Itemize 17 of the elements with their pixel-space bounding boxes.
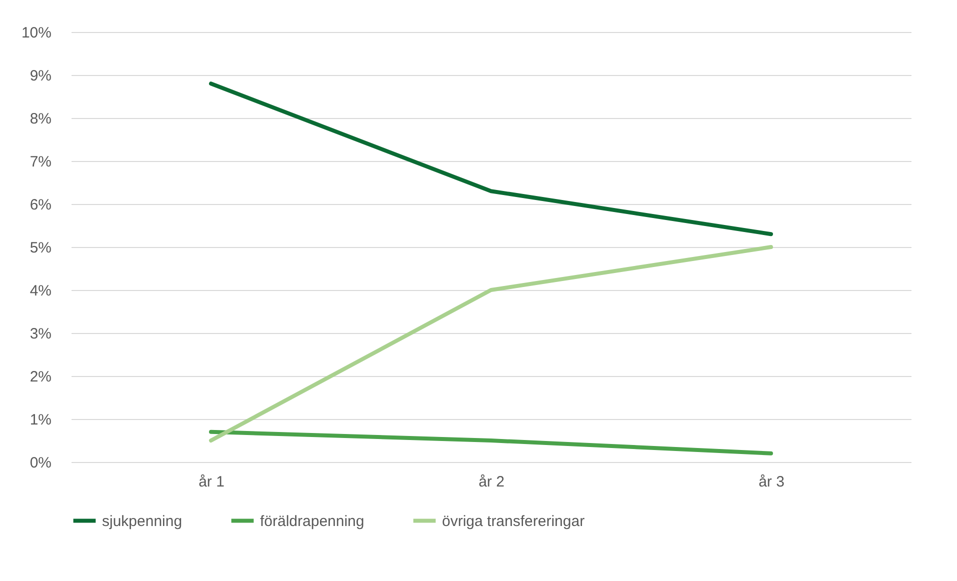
y-tick-label: 1% xyxy=(30,412,52,428)
y-tick-label: 0% xyxy=(30,454,52,472)
x-tick-label: år 1 xyxy=(198,474,224,490)
y-tick-label: 6% xyxy=(30,196,52,214)
y-tick-label: 7% xyxy=(30,154,52,170)
legend-label: övriga transfereringar xyxy=(442,512,585,530)
y-tick-label: 10% xyxy=(21,24,52,42)
y-tick-label: 4% xyxy=(30,282,52,300)
y-tick-label: 2% xyxy=(30,368,52,386)
x-tick-label: år 2 xyxy=(478,474,504,490)
y-tick-label: 3% xyxy=(30,326,52,342)
legend-label: föräldrapenning xyxy=(260,512,364,530)
x-tick-label: år 3 xyxy=(758,474,784,490)
y-tick-label: 8% xyxy=(30,110,52,128)
y-tick-label: 9% xyxy=(30,68,52,84)
legend-label: sjukpenning xyxy=(102,512,182,530)
y-tick-label: 5% xyxy=(30,240,52,256)
